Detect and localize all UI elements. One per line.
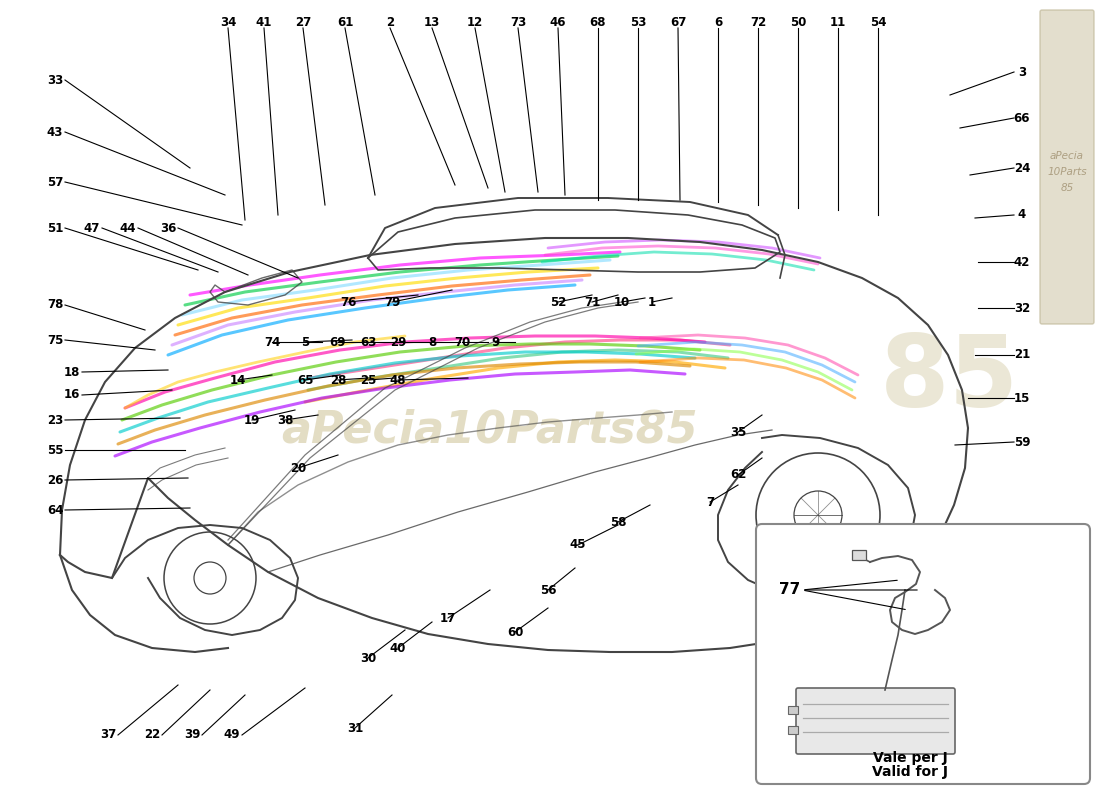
Text: 46: 46 — [550, 15, 566, 29]
Text: 43: 43 — [47, 126, 63, 138]
FancyBboxPatch shape — [796, 688, 955, 754]
Text: 30: 30 — [360, 651, 376, 665]
Text: 41: 41 — [256, 15, 272, 29]
Text: 2: 2 — [386, 15, 394, 29]
Text: 32: 32 — [1014, 302, 1030, 314]
Text: 35: 35 — [729, 426, 746, 438]
Text: 67: 67 — [670, 15, 686, 29]
Text: 6: 6 — [714, 15, 722, 29]
Text: 65: 65 — [297, 374, 313, 386]
Bar — [788, 706, 798, 714]
Text: 1: 1 — [648, 295, 656, 309]
Text: 70: 70 — [454, 335, 470, 349]
Text: 52: 52 — [550, 295, 566, 309]
Text: 31: 31 — [346, 722, 363, 734]
Text: 20: 20 — [290, 462, 306, 474]
Text: 75: 75 — [47, 334, 63, 346]
Text: 53: 53 — [630, 15, 646, 29]
Text: 8: 8 — [428, 335, 436, 349]
Text: 50: 50 — [790, 15, 806, 29]
Text: 74: 74 — [264, 335, 280, 349]
Text: 27: 27 — [295, 15, 311, 29]
Text: 4: 4 — [1018, 209, 1026, 222]
Text: 36: 36 — [160, 222, 176, 234]
Text: Valid for J: Valid for J — [872, 765, 948, 779]
Text: 11: 11 — [829, 15, 846, 29]
Text: 73: 73 — [510, 15, 526, 29]
Bar — [788, 726, 798, 734]
Text: 59: 59 — [1014, 435, 1031, 449]
Text: 13: 13 — [424, 15, 440, 29]
Text: 22: 22 — [144, 729, 161, 742]
Text: 17: 17 — [440, 611, 456, 625]
Text: 26: 26 — [47, 474, 63, 486]
Text: 42: 42 — [1014, 255, 1031, 269]
Text: 44: 44 — [120, 222, 136, 234]
Text: 34: 34 — [220, 15, 236, 29]
Text: aPecia
10Parts
85: aPecia 10Parts 85 — [1047, 150, 1087, 194]
Text: 79: 79 — [384, 295, 400, 309]
Text: 66: 66 — [1014, 111, 1031, 125]
Text: 61: 61 — [337, 15, 353, 29]
Text: 15: 15 — [1014, 391, 1031, 405]
Text: 78: 78 — [47, 298, 63, 311]
Text: 45: 45 — [570, 538, 586, 551]
FancyBboxPatch shape — [756, 524, 1090, 784]
Text: 23: 23 — [47, 414, 63, 426]
Text: 49: 49 — [223, 729, 240, 742]
Text: 48: 48 — [389, 374, 406, 386]
Text: aPecia10Parts85: aPecia10Parts85 — [282, 409, 698, 451]
Text: 64: 64 — [46, 503, 64, 517]
Text: 12: 12 — [466, 15, 483, 29]
Text: 38: 38 — [277, 414, 294, 426]
Text: 76: 76 — [340, 295, 356, 309]
Text: 55: 55 — [46, 443, 64, 457]
Text: 47: 47 — [84, 222, 100, 234]
Text: 7: 7 — [706, 495, 714, 509]
Text: 9: 9 — [491, 335, 499, 349]
Text: 19: 19 — [244, 414, 261, 426]
FancyBboxPatch shape — [1040, 10, 1094, 324]
Text: 18: 18 — [64, 366, 80, 378]
Text: 54: 54 — [870, 15, 887, 29]
Text: 60: 60 — [507, 626, 524, 638]
Text: 39: 39 — [184, 729, 200, 742]
Text: 85: 85 — [880, 331, 1020, 429]
Text: 77: 77 — [780, 582, 801, 598]
Text: 56: 56 — [540, 583, 557, 597]
Text: 63: 63 — [360, 335, 376, 349]
Text: Vale per J: Vale per J — [872, 751, 947, 765]
Text: 58: 58 — [609, 515, 626, 529]
Text: 21: 21 — [1014, 349, 1030, 362]
Text: 51: 51 — [47, 222, 63, 234]
Bar — [852, 550, 866, 560]
Text: 10: 10 — [614, 295, 630, 309]
Text: 3: 3 — [1018, 66, 1026, 78]
Text: 28: 28 — [330, 374, 346, 386]
Text: 24: 24 — [1014, 162, 1031, 174]
Text: 33: 33 — [47, 74, 63, 86]
Text: 37: 37 — [100, 729, 117, 742]
Text: 69: 69 — [330, 335, 346, 349]
Text: 25: 25 — [360, 374, 376, 386]
Text: 62: 62 — [729, 469, 746, 482]
Text: 68: 68 — [590, 15, 606, 29]
Text: 29: 29 — [389, 335, 406, 349]
Text: 71: 71 — [584, 295, 601, 309]
Text: 5: 5 — [301, 335, 309, 349]
Text: 72: 72 — [750, 15, 766, 29]
Text: 40: 40 — [389, 642, 406, 654]
Text: 57: 57 — [47, 175, 63, 189]
Text: 14: 14 — [230, 374, 246, 386]
Text: 16: 16 — [64, 389, 80, 402]
